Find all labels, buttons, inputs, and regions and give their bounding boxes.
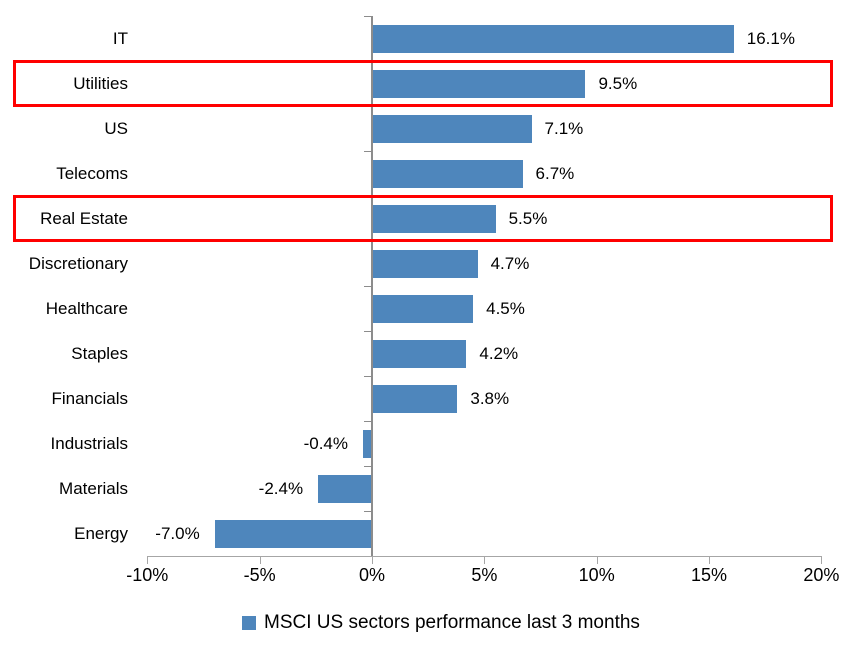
bar-real-estate [372, 204, 496, 233]
category-boundary-tick [364, 286, 372, 287]
category-label-energy: Energy [74, 524, 128, 543]
category-boundary-tick [364, 466, 372, 467]
x-axis-tick [259, 556, 261, 564]
x-axis-tick [147, 556, 149, 564]
bar-it [372, 24, 734, 53]
category-label-it: IT [112, 29, 128, 48]
x-tick-label--5-: -5% [243, 565, 276, 585]
category-label-financials: Financials [51, 389, 128, 408]
x-tick-label-10-: 10% [578, 565, 615, 585]
bar-materials [318, 474, 372, 503]
category-label-discretionary: Discretionary [28, 254, 128, 273]
category-label-utilities: Utilities [73, 74, 128, 93]
category-boundary-tick [364, 511, 372, 512]
category-label-materials: Materials [59, 479, 128, 498]
value-label-industrials: -0.4% [303, 433, 349, 453]
category-label-industrials: Industrials [50, 434, 128, 453]
value-label-materials: -2.4% [258, 478, 304, 498]
bar-staples [372, 339, 467, 368]
value-label-us: 7.1% [544, 118, 584, 138]
category-boundary-tick [364, 196, 372, 197]
value-label-energy: -7.0% [155, 523, 200, 543]
category-boundary-tick [364, 151, 372, 152]
x-axis-tick [821, 556, 823, 564]
x-axis-tick [372, 556, 373, 564]
bar-financials [372, 384, 458, 413]
bar-industrials [363, 429, 372, 458]
bar-telecoms [372, 159, 523, 188]
x-tick-label-0-: 0% [358, 565, 385, 585]
value-label-financials: 3.8% [470, 388, 510, 408]
category-boundary-tick [364, 241, 372, 242]
x-axis-tick [484, 556, 486, 564]
category-label-real-estate: Real Estate [40, 209, 128, 228]
legend-label: MSCI US sectors performance last 3 month… [264, 612, 640, 633]
category-label-staples: Staples [71, 344, 128, 363]
x-tick-label-20-: 20% [803, 565, 840, 585]
category-boundary-tick [364, 331, 372, 332]
category-label-healthcare: Healthcare [45, 299, 128, 318]
bar-healthcare [372, 294, 474, 323]
category-label-telecoms: Telecoms [56, 164, 128, 183]
category-label-us: US [104, 119, 128, 138]
x-tick-label-15-: 15% [691, 565, 728, 585]
category-boundary-tick [364, 421, 372, 422]
value-label-healthcare: 4.5% [486, 298, 525, 318]
value-label-discretionary: 4.7% [490, 253, 530, 273]
category-boundary-tick [364, 16, 372, 17]
bar-energy [214, 519, 372, 548]
x-tick-label--10-: -10% [126, 565, 169, 585]
value-label-it: 16.1% [746, 28, 795, 48]
value-label-real-estate: 5.5% [508, 208, 548, 228]
value-label-telecoms: 6.7% [535, 163, 575, 183]
bar-us [372, 114, 532, 143]
x-tick-label-5-: 5% [471, 565, 498, 585]
legend-swatch-icon [242, 616, 256, 630]
x-axis-tick [709, 556, 711, 564]
value-label-utilities: 9.5% [598, 73, 638, 93]
chart-legend: MSCI US sectors performance last 3 month… [242, 612, 640, 634]
category-boundary-tick [364, 106, 372, 107]
x-axis-tick [596, 556, 598, 564]
category-boundary-tick [364, 61, 372, 62]
bar-utilities [372, 69, 586, 98]
value-label-staples: 4.2% [479, 343, 519, 363]
bar-discretionary [372, 249, 478, 278]
category-boundary-tick [364, 376, 372, 377]
